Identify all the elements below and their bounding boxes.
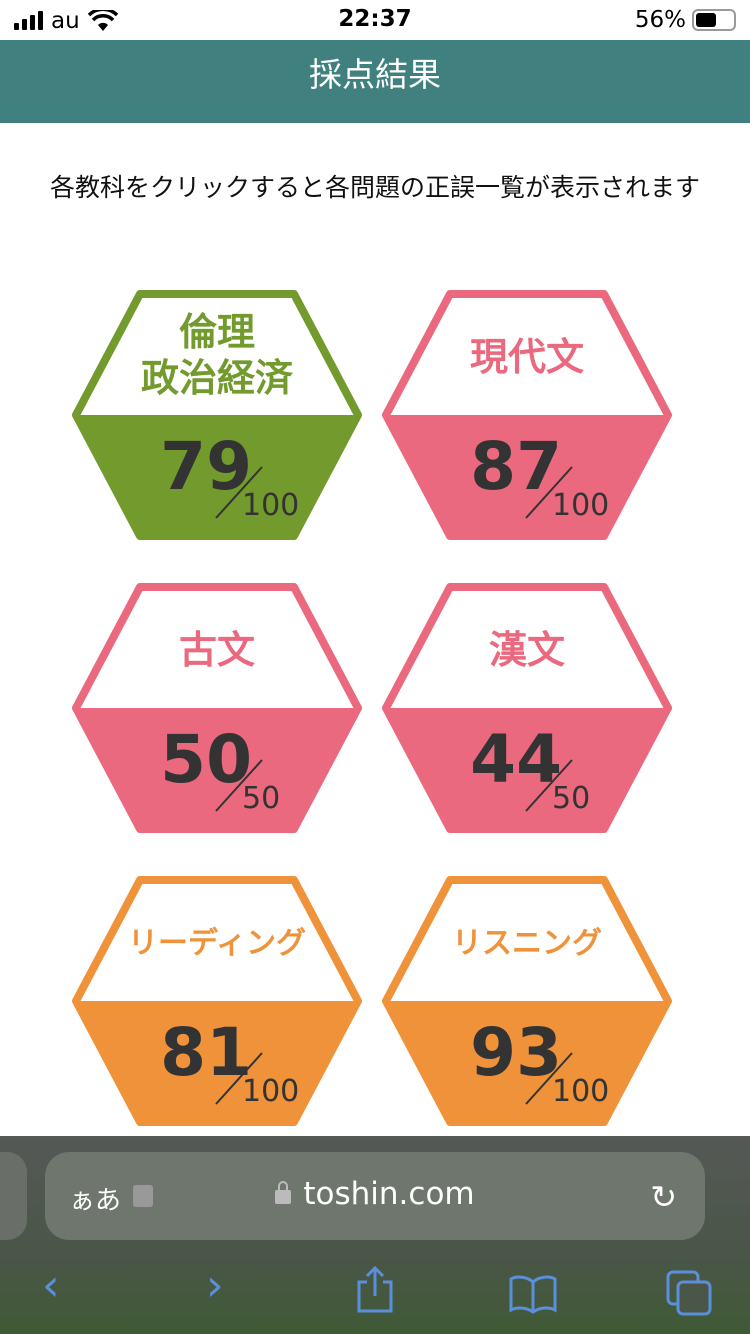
fraction-slash [215, 1052, 263, 1105]
score-value: 44 [470, 721, 562, 798]
battery-icon [692, 9, 736, 31]
subject-name: リーディング [128, 926, 306, 961]
back-icon[interactable]: ‹ [42, 1260, 60, 1311]
fraction-slash [525, 759, 573, 812]
lock-icon [275, 1181, 292, 1204]
subject-card[interactable]: 現代文 87 100 [382, 290, 672, 540]
battery-percent: 56% [634, 7, 686, 33]
wifi-icon [87, 10, 118, 31]
score-value: 50 [160, 721, 252, 798]
subject-name: 現代文 [469, 335, 584, 379]
fraction-slash [215, 759, 263, 812]
hexagon-shape [382, 583, 672, 833]
signal-icon [14, 11, 43, 30]
score-value: 81 [160, 1014, 252, 1091]
previous-tab-preview[interactable] [0, 1152, 27, 1240]
extension-icon[interactable] [133, 1185, 153, 1207]
status-bar: au 22:37 56% [0, 0, 750, 40]
clock: 22:37 [338, 6, 412, 32]
score-value: 93 [470, 1014, 562, 1091]
bookmarks-icon[interactable] [508, 1274, 558, 1314]
instruction-text: 各教科をクリックすると各問題の正誤一覧が表示されます [49, 173, 700, 202]
hexagon-shape [382, 876, 672, 1126]
fraction-slash [525, 1052, 573, 1105]
share-icon[interactable] [355, 1266, 395, 1314]
tabs-icon[interactable] [666, 1270, 714, 1316]
hexagon-shape [72, 290, 362, 540]
carrier-name: au [51, 8, 80, 34]
url-text[interactable]: toshin.com [303, 1176, 475, 1212]
max-score: 100 [242, 488, 300, 523]
browser-toolbar: ぁあ toshin.com ↻ ‹ › [0, 1136, 750, 1334]
max-score: 50 [552, 781, 591, 816]
subject-name: 政治経済 [140, 355, 293, 400]
subject-card[interactable]: 倫理 政治経済 79 100 [72, 290, 362, 540]
subject-card[interactable]: 古文 50 50 [72, 583, 362, 833]
hexagon-shape [72, 876, 362, 1126]
max-score: 100 [552, 1074, 610, 1109]
hexagon-shape [382, 290, 672, 540]
subject-card[interactable]: リーディング 81 100 [72, 876, 362, 1126]
fraction-slash [525, 466, 573, 519]
text-size-button[interactable]: ぁあ [69, 1186, 122, 1216]
max-score: 100 [552, 488, 610, 523]
score-value: 87 [470, 428, 562, 505]
subject-name: 漢文 [488, 628, 565, 672]
score-value: 79 [160, 428, 252, 505]
subject-card[interactable]: リスニング 93 100 [382, 876, 672, 1126]
subject-name: 倫理 [178, 310, 255, 354]
max-score: 100 [242, 1074, 300, 1109]
subject-name: 古文 [178, 628, 255, 672]
subject-card[interactable]: 漢文 44 50 [382, 583, 672, 833]
subject-name: リスニング [452, 926, 602, 961]
address-bar[interactable]: ぁあ toshin.com ↻ [45, 1152, 705, 1240]
carrier: au [14, 8, 118, 34]
page-header: 採点結果 [0, 40, 750, 123]
forward-icon[interactable]: › [206, 1260, 224, 1311]
fraction-slash [215, 466, 263, 519]
page-title: 採点結果 [309, 55, 441, 94]
reload-icon[interactable]: ↻ [650, 1178, 677, 1216]
max-score: 50 [242, 781, 281, 816]
hexagon-shape [72, 583, 362, 833]
